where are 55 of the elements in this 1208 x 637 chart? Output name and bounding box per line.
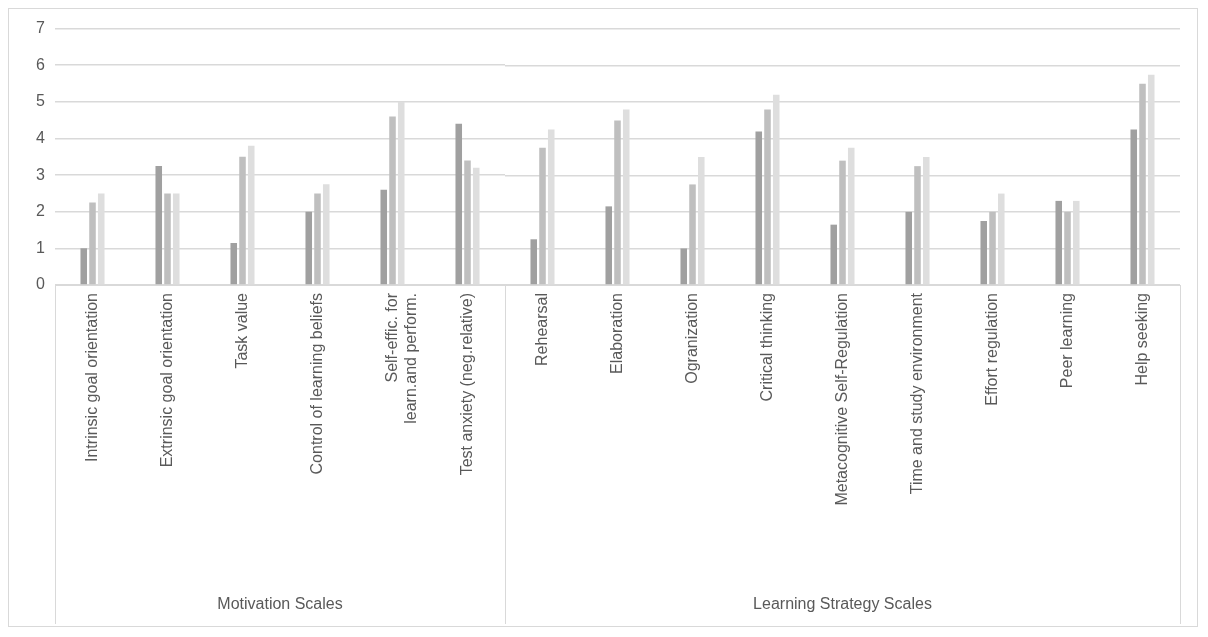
bar	[1055, 200, 1063, 285]
bar	[980, 221, 988, 285]
bar	[314, 193, 321, 285]
bar	[1139, 83, 1146, 285]
bar	[680, 248, 688, 285]
x-tick-label: Task value	[232, 292, 250, 369]
x-tick-label: Time and study environment	[907, 292, 925, 495]
x-tick-label: Ogranization	[682, 293, 700, 384]
bar	[89, 202, 96, 285]
y-tick-label: 2	[36, 202, 46, 220]
bar	[830, 224, 838, 285]
bar	[455, 123, 463, 285]
x-tick-label: Metacognitive Self-Regulation	[832, 293, 850, 506]
bar	[464, 160, 471, 285]
bar	[839, 160, 846, 285]
y-tick-label: 0	[36, 275, 46, 293]
x-axis-title: Learning Strategy Scales	[753, 594, 932, 612]
bar	[239, 156, 246, 285]
x-axis-title: Motivation Scales	[217, 594, 343, 612]
bar	[764, 109, 771, 285]
bar	[539, 147, 546, 285]
bar	[1130, 129, 1138, 285]
y-tick-label: 5	[36, 92, 46, 110]
bar	[230, 242, 238, 285]
x-tick-label: Intrinsic goal orientation	[82, 293, 100, 462]
bar	[80, 248, 88, 285]
bar	[914, 166, 921, 285]
bar	[614, 120, 621, 285]
bar	[989, 211, 996, 285]
bar	[905, 211, 913, 285]
bar	[164, 193, 171, 285]
y-tick-label: 4	[36, 128, 46, 146]
x-tick-label: Peer learning	[1057, 293, 1075, 389]
x-tick-label: Test anxiety (neg.relative)	[457, 293, 475, 476]
x-tick-label: Control of learning beliefs	[307, 293, 325, 475]
bar	[1064, 211, 1071, 285]
y-tick-label: 3	[36, 165, 46, 183]
x-tick-label: Help seeking	[1132, 293, 1150, 386]
bar	[155, 165, 163, 285]
x-tick-label: Self-effic. for learn.and perform.	[382, 292, 420, 424]
y-tick-label: 1	[36, 238, 46, 256]
x-tick-label: Critical thinking	[757, 293, 775, 402]
bar	[755, 131, 763, 285]
bar	[305, 211, 313, 285]
y-tick-label: 7	[36, 19, 46, 37]
bar	[389, 116, 396, 285]
x-tick-label: Effort regulation	[982, 293, 1000, 406]
x-tick-label: Rehearsal	[532, 293, 550, 366]
bar	[380, 189, 388, 285]
bar	[689, 184, 696, 285]
bar	[605, 206, 613, 285]
y-tick-label: 6	[36, 55, 46, 73]
bar	[530, 239, 538, 285]
x-tick-label: Extrinsic goal orientation	[157, 293, 175, 468]
x-tick-label: Elaboration	[607, 293, 625, 374]
